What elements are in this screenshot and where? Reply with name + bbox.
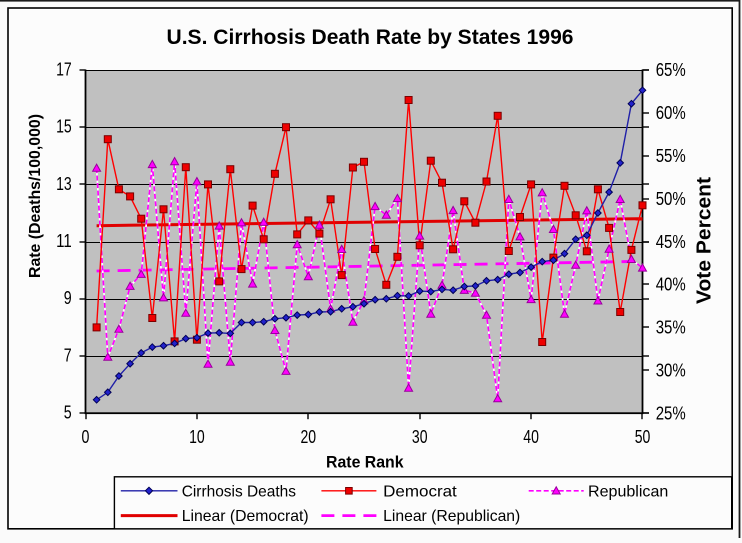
svg-text:20: 20 — [301, 427, 317, 447]
svg-text:25%: 25% — [656, 403, 686, 423]
svg-text:17: 17 — [56, 59, 72, 79]
svg-text:11: 11 — [56, 231, 72, 251]
svg-text:Democrat: Democrat — [383, 484, 457, 501]
svg-text:Linear (Republican): Linear (Republican) — [383, 508, 520, 525]
svg-text:60%: 60% — [656, 103, 686, 123]
svg-text:13: 13 — [56, 174, 72, 194]
svg-text:45%: 45% — [656, 232, 686, 252]
svg-text:35%: 35% — [656, 318, 686, 338]
svg-text:Vote Percent: Vote Percent — [694, 177, 716, 304]
svg-text:40: 40 — [523, 427, 539, 447]
svg-text:U.S. Cirrhosis Death Rate by S: U.S. Cirrhosis Death Rate by States 1996 — [167, 26, 574, 49]
svg-text:30%: 30% — [656, 361, 686, 381]
svg-text:0: 0 — [82, 427, 90, 447]
svg-text:50: 50 — [635, 427, 651, 447]
svg-text:Republican: Republican — [588, 484, 668, 501]
svg-text:15: 15 — [56, 117, 72, 137]
svg-text:50%: 50% — [656, 189, 686, 209]
svg-text:65%: 65% — [656, 60, 686, 80]
svg-text:Linear (Democrat): Linear (Democrat) — [182, 508, 309, 525]
svg-text:Rate (Deaths/100,000): Rate (Deaths/100,000) — [27, 114, 44, 278]
svg-text:Cirrhosis Deaths: Cirrhosis Deaths — [182, 484, 296, 501]
svg-text:5: 5 — [64, 403, 72, 423]
svg-text:10: 10 — [189, 427, 205, 447]
svg-text:7: 7 — [64, 345, 72, 365]
svg-text:9: 9 — [64, 288, 72, 308]
svg-text:Rate Rank: Rate Rank — [326, 453, 404, 472]
svg-text:30: 30 — [412, 427, 428, 447]
svg-text:55%: 55% — [656, 146, 686, 166]
svg-text:40%: 40% — [656, 275, 686, 295]
